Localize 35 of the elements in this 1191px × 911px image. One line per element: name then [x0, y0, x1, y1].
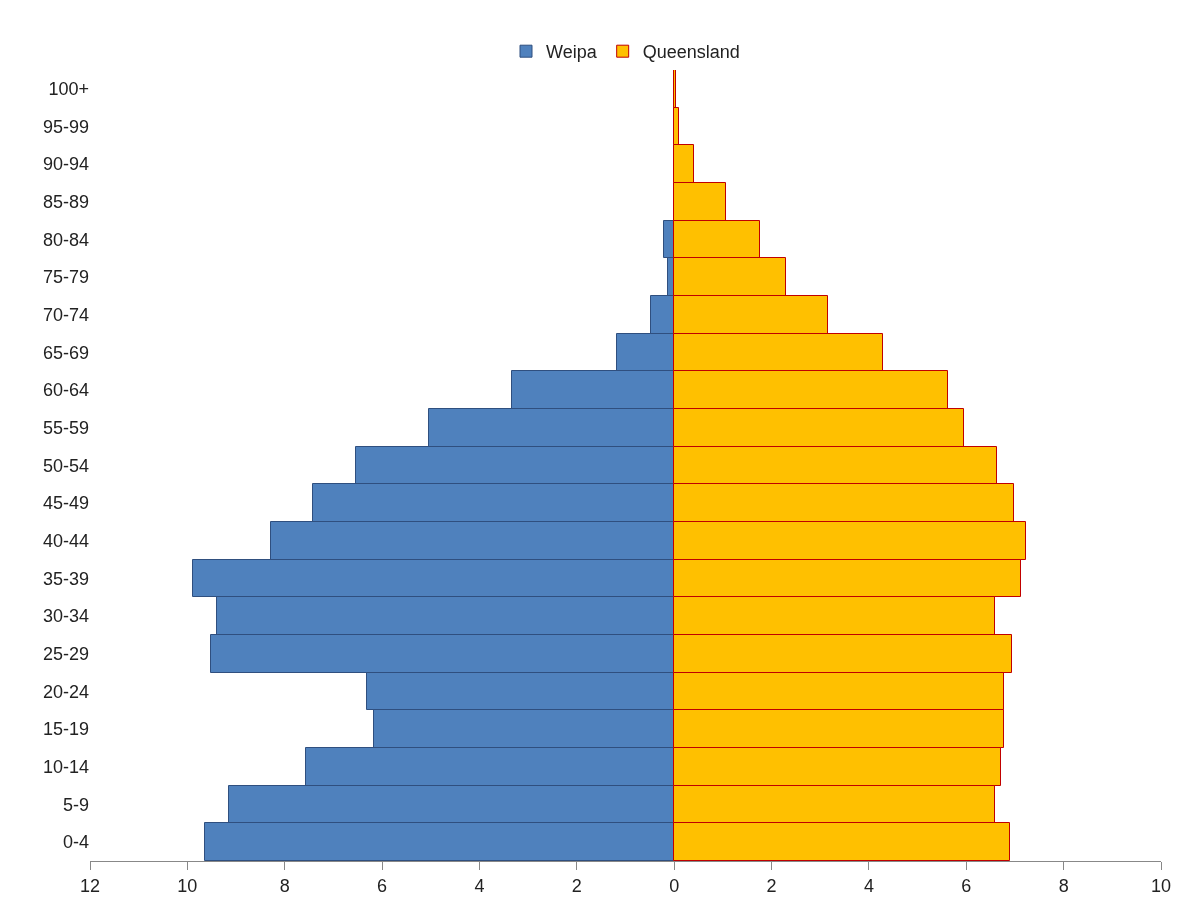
legend-label: Weipa [546, 42, 598, 63]
y-tick-label: 90-94 [42, 154, 89, 175]
x-tick-label: 12 [79, 875, 101, 896]
y-tick-label: 80-84 [42, 229, 89, 250]
y-tick-label: 65-69 [42, 342, 89, 363]
x-tick-label: 10 [177, 875, 198, 896]
x-tick-label: 8 [279, 875, 290, 896]
x-tick-label: 10 [1150, 875, 1172, 896]
x-tick-label: 4 [474, 875, 485, 896]
x-tick-label: 4 [863, 875, 874, 896]
y-tick-label: 30-34 [42, 606, 89, 627]
y-tick-label: 0-4 [62, 832, 89, 853]
y-tick-label: 60-64 [42, 380, 89, 401]
x-tick-label: 2 [571, 875, 582, 896]
y-tick-label: 100+ [48, 79, 89, 100]
y-tick-label: 25-29 [42, 644, 89, 665]
y-tick-label: 40-44 [42, 531, 89, 552]
y-tick-label: 20-24 [42, 681, 89, 702]
y-tick-label: 15-19 [42, 719, 89, 740]
y-tick-label: 45-49 [42, 493, 89, 514]
x-tick-label: 2 [766, 875, 777, 896]
legend-label: Queensland [642, 42, 740, 63]
y-tick-label: 95-99 [42, 116, 89, 137]
x-tick-label: 6 [377, 875, 388, 896]
y-tick-label: 85-89 [42, 192, 89, 213]
y-tick-label: 70-74 [42, 305, 89, 326]
x-tick-label: 0 [669, 875, 680, 896]
y-tick-label: 10-14 [42, 757, 89, 778]
y-tick-label: 35-39 [42, 568, 89, 589]
y-tick-label: 5-9 [62, 794, 89, 815]
y-tick-label: 75-79 [42, 267, 89, 288]
y-tick-label: 55-59 [42, 418, 89, 439]
x-tick-label: 6 [961, 875, 972, 896]
x-tick-label: 8 [1058, 875, 1069, 896]
y-tick-label: 50-54 [42, 455, 89, 476]
